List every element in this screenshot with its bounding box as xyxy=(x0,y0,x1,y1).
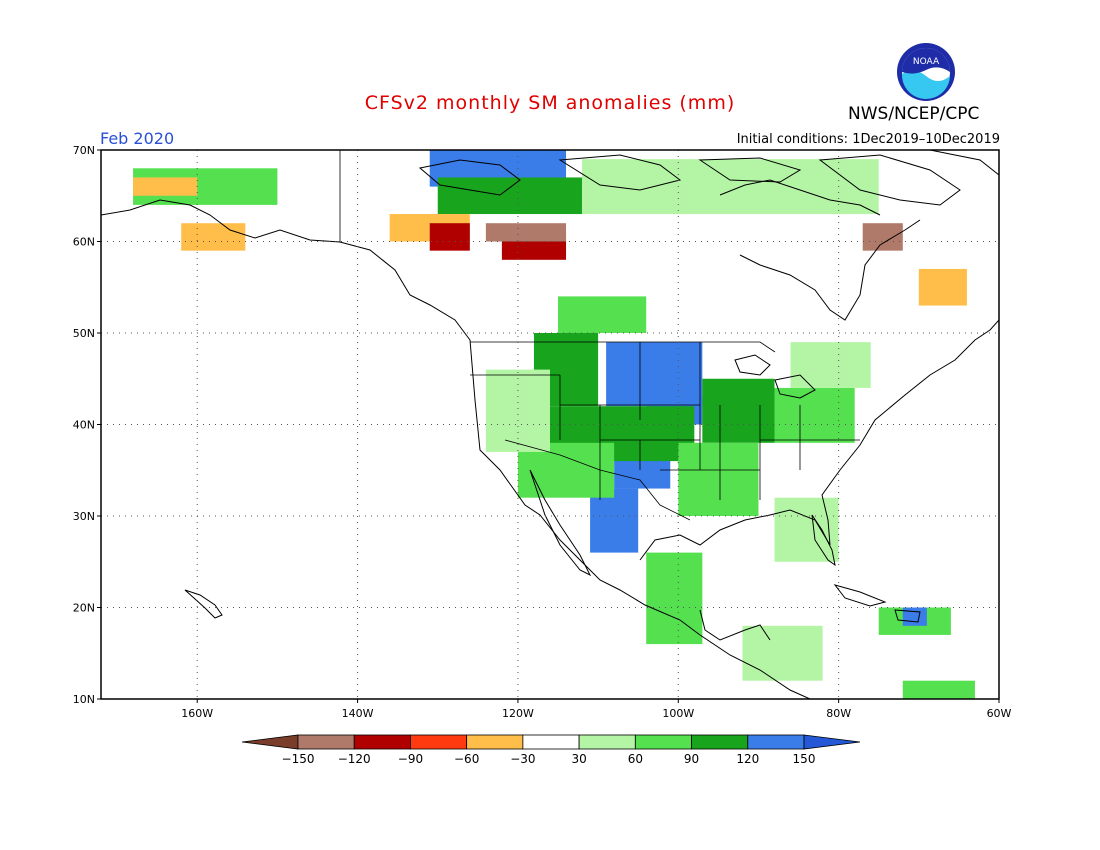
colorbar-bin-0 xyxy=(241,734,299,750)
anomaly-region-26 xyxy=(485,223,567,242)
noaa-logo-icon: NOAA xyxy=(897,43,955,101)
anomaly-region-13 xyxy=(558,296,647,333)
colorbar-bin-5 xyxy=(522,734,580,750)
colorbar-label-4: −30 xyxy=(510,752,535,766)
longitude-axis: 160W 140W 120W 100W 80W 60W xyxy=(181,699,1012,720)
valid-month-label: Feb 2020 xyxy=(100,129,175,148)
coastlines xyxy=(101,150,999,699)
anomaly-region-29 xyxy=(902,607,927,626)
lat-tick-label-5: 20N xyxy=(73,602,95,615)
colorbar-bin-3 xyxy=(410,734,468,750)
anomaly-region-17 xyxy=(485,369,550,452)
anomaly-region-6 xyxy=(702,378,775,443)
anomaly-region-12 xyxy=(646,552,703,645)
colorbar-label-1: −120 xyxy=(338,752,371,766)
colorbar-bin-1 xyxy=(297,734,355,750)
anomaly-region-23 xyxy=(133,177,198,196)
colorbar-bin-9 xyxy=(747,734,805,750)
lon-tick-label-0: 160W xyxy=(181,707,213,720)
colorbar-label-5: 30 xyxy=(571,752,586,766)
colorbar-label-8: 120 xyxy=(736,752,759,766)
colorbar-label-3: −60 xyxy=(454,752,479,766)
anomaly-region-27 xyxy=(862,223,903,251)
lat-tick-label-4: 30N xyxy=(73,510,95,523)
colorbar-label-6: 60 xyxy=(628,752,643,766)
logo-text: NOAA xyxy=(913,57,940,67)
colorbar-bin-10 xyxy=(803,734,861,750)
anomaly-region-3 xyxy=(590,488,639,553)
anomaly-region-15 xyxy=(582,159,879,215)
anomaly-region-8 xyxy=(437,177,583,215)
anomaly-region-22 xyxy=(181,223,246,251)
lat-tick-label-3: 40N xyxy=(73,419,95,432)
anomaly-field xyxy=(133,150,975,699)
lat-tick-label-2: 50N xyxy=(73,327,95,340)
agency-label: NWS/NCEP/CPC xyxy=(848,104,980,124)
colorbar-label-7: 90 xyxy=(684,752,699,766)
latitude-axis: 70N 60N 50N 40N 30N 20N 10N xyxy=(73,144,101,706)
political-borders xyxy=(339,150,860,521)
initial-conditions-label: Initial conditions: 1Dec2019–10Dec2019 xyxy=(736,132,1000,147)
lat-tick-label-0: 70N xyxy=(73,144,95,157)
chart-title: CFSv2 monthly SM anomalies (mm) xyxy=(364,92,736,114)
colorbar-label-9: 150 xyxy=(793,752,816,766)
colorbar-label-0: −150 xyxy=(282,752,315,766)
colorbar-bin-8 xyxy=(691,734,749,750)
colorbar-bin-4 xyxy=(466,734,524,750)
anomaly-region-25 xyxy=(429,223,470,251)
colorbar: −150 −120 −90 −60 −30 30 60 90 120 150 xyxy=(241,734,861,766)
lon-tick-label-5: 60W xyxy=(987,707,1012,720)
colorbar-bin-2 xyxy=(353,734,411,750)
colorbar-bin-6 xyxy=(578,734,636,750)
anomaly-region-16 xyxy=(790,342,871,388)
colorbar-bin-7 xyxy=(634,734,692,750)
anomaly-region-19 xyxy=(742,625,823,681)
lat-tick-label-1: 60N xyxy=(73,236,95,249)
lon-tick-label-4: 80W xyxy=(826,707,851,720)
lon-tick-label-2: 120W xyxy=(502,707,534,720)
anomaly-region-10 xyxy=(678,442,759,516)
lon-tick-label-1: 140W xyxy=(342,707,374,720)
anomaly-region-18 xyxy=(774,497,839,562)
colorbar-label-2: −90 xyxy=(398,752,423,766)
anomaly-region-11 xyxy=(774,387,855,443)
anomaly-region-0 xyxy=(606,342,703,407)
lat-tick-label-6: 10N xyxy=(73,693,95,706)
anomaly-region-30 xyxy=(902,680,975,699)
lon-tick-label-3: 100W xyxy=(662,707,694,720)
anomaly-region-21 xyxy=(918,268,967,306)
